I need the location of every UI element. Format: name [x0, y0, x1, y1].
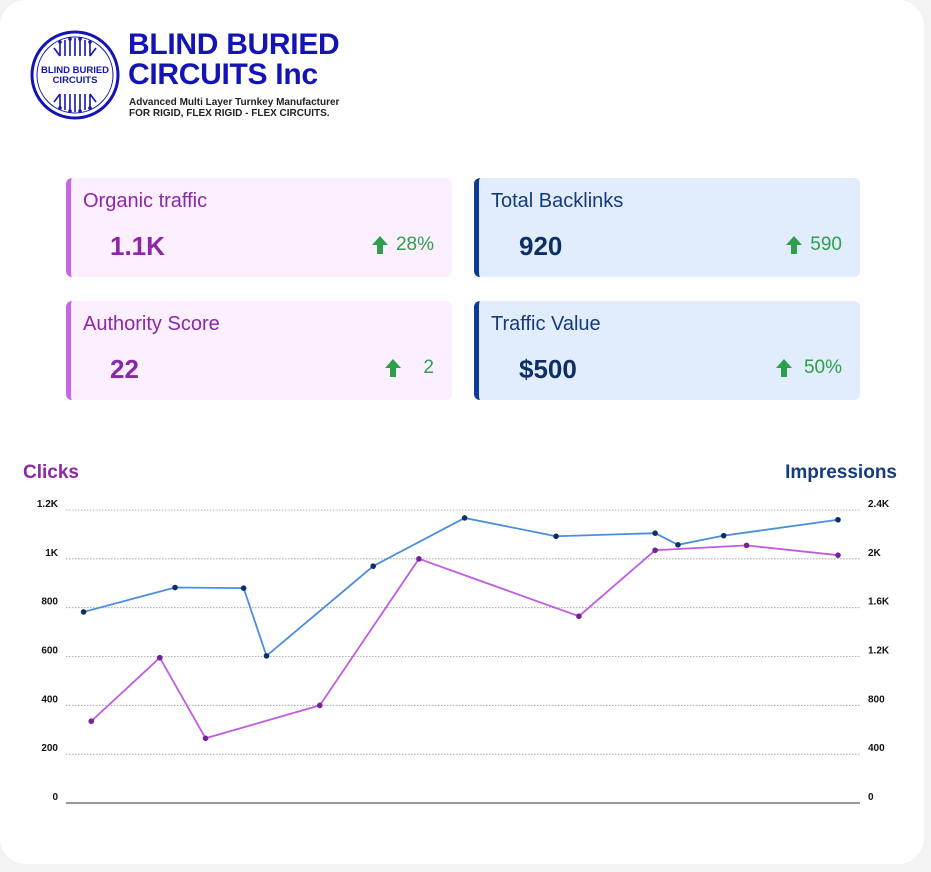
impressions-data-point [720, 532, 727, 539]
impressions-data-point [80, 609, 87, 615]
kpi-card-total-backlinks: Total Backlinks 920 590 [474, 178, 860, 277]
clicks-data-point [835, 552, 841, 558]
kpi-value: 22 [110, 354, 139, 384]
right-tick-label: 800 [868, 694, 885, 705]
kpi-label: Traffic Value [491, 313, 601, 335]
kpi-value: 920 [519, 231, 563, 261]
company-tagline: Advanced Multi Layer Turnkey Manufacture… [129, 97, 339, 119]
clicks-impressions-chart: 0 200 400 600 800 1K 1.2K 0 400 800 1.2K 1.6K 2K 2.4… [37, 499, 890, 804]
kpi-label: Authority Score [83, 313, 220, 335]
kpi-delta: 28% [371, 234, 434, 256]
chart-series [80, 515, 841, 742]
kpi-card-organic-traffic: Organic traffic 1.1K 28% [66, 178, 452, 277]
arrow-up-icon [371, 236, 388, 254]
kpi-delta: 2 [385, 357, 434, 379]
right-tick-label: 2.4K [868, 499, 890, 510]
arrow-up-icon [786, 236, 803, 254]
impressions-data-point [370, 563, 376, 569]
kpi-label: Total Backlinks [491, 190, 624, 212]
kpi-value: 1.1K [110, 231, 165, 261]
impressions-data-point [263, 653, 270, 659]
left-tick-label: 400 [41, 694, 58, 705]
kpi-delta-value: 50% [803, 357, 842, 378]
logo-text-line1: BLIND BURIED [41, 65, 109, 76]
company-logo-icon: BLIND BURIED CIRCUITS [30, 30, 120, 120]
left-tick-label: 1.2K [37, 499, 59, 510]
impressions-data-point [652, 530, 658, 536]
kpi-delta: 50% [775, 357, 842, 379]
arrow-up-icon [385, 359, 402, 377]
clicks-data-point [652, 547, 658, 554]
impressions-data-point [835, 516, 841, 523]
tagline-line1: Advanced Multi Layer Turnkey Manufacture… [129, 97, 340, 108]
kpi-card-authority-score: Authority Score 22 2 [66, 301, 452, 400]
clicks-data-point [576, 613, 582, 620]
tagline-line2: FOR RIGID, FLEX RIGID - FLEX CIRCUITS. [129, 108, 330, 119]
clicks-data-point [88, 718, 95, 725]
right-axis-ticks: 0 400 800 1.2K 1.6K 2K 2.4K [868, 499, 890, 803]
impressions-series-line [83, 516, 839, 658]
clicks-series-line [90, 544, 839, 740]
kpi-delta-value: 2 [423, 357, 434, 378]
impressions-data-point [553, 533, 559, 540]
impressions-data-point [240, 585, 247, 591]
left-tick-label: 1K [45, 548, 59, 559]
impressions-data-point [675, 541, 681, 548]
clicks-data-point [157, 654, 163, 661]
kpi-value: $500 [519, 354, 577, 384]
kpi-label: Organic traffic [83, 190, 208, 212]
clicks-data-point [743, 542, 750, 549]
left-axis-ticks: 0 200 400 600 800 1K 1.2K [37, 499, 59, 803]
left-tick-label: 600 [41, 646, 58, 657]
impressions-axis-title: Impressions [785, 462, 897, 483]
kpi-delta: 590 [786, 234, 842, 256]
right-tick-label: 400 [868, 743, 885, 754]
company-name: BLIND BURIED CIRCUITS Inc [128, 28, 340, 91]
arrow-up-icon [775, 359, 792, 377]
left-tick-label: 0 [52, 792, 58, 803]
impressions-data-point [461, 515, 468, 521]
impressions-data-point [172, 584, 178, 591]
right-tick-label: 1.2K [868, 646, 890, 657]
company-name-line1: BLIND BURIED [128, 28, 340, 61]
kpi-delta-value: 28% [395, 234, 434, 255]
chart-grid [66, 509, 860, 804]
clicks-data-point [202, 735, 209, 742]
right-tick-label: 1.6K [868, 597, 890, 608]
clicks-data-point [317, 702, 323, 709]
right-tick-label: 0 [868, 792, 874, 803]
left-tick-label: 800 [41, 597, 58, 608]
kpi-card-traffic-value: Traffic Value $500 50% [474, 301, 860, 400]
logo-text-line2: CIRCUITS [53, 75, 98, 86]
left-tick-label: 200 [41, 743, 58, 754]
right-tick-label: 2K [868, 548, 882, 559]
kpi-delta-value: 590 [810, 234, 842, 255]
clicks-axis-title: Clicks [23, 462, 79, 483]
clicks-data-point [416, 556, 422, 562]
company-name-line2: CIRCUITS Inc [128, 58, 318, 91]
